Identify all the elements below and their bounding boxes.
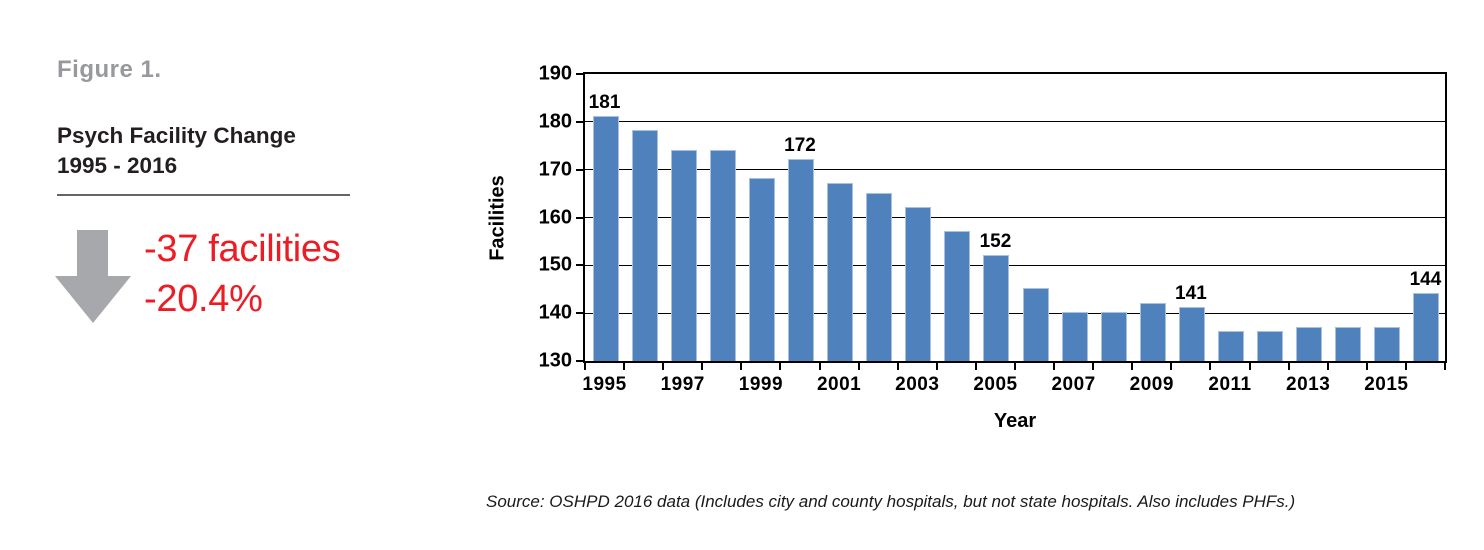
x-tick-label-1995: 1995 <box>582 374 627 395</box>
change-facilities-text: -37 facilities <box>144 228 341 270</box>
bar-2006 <box>1022 288 1049 361</box>
x-tick-22 <box>1444 363 1446 370</box>
bar-2010 <box>1178 307 1205 361</box>
gridline-180 <box>585 121 1445 123</box>
x-tick-1 <box>623 363 626 370</box>
x-tick-label-2007: 2007 <box>1051 374 1096 395</box>
x-tick-label-2009: 2009 <box>1129 374 1174 395</box>
gridline-170 <box>585 169 1445 171</box>
y-tick-label-180: 180 <box>538 110 572 133</box>
bar-2008 <box>1100 312 1127 361</box>
x-tick-4 <box>740 363 743 370</box>
bar-value-label-1995: 181 <box>588 92 621 114</box>
bar-2016 <box>1413 293 1440 361</box>
x-tick-2 <box>662 363 665 370</box>
bar-2014 <box>1335 326 1362 361</box>
y-tick-190 <box>576 73 583 75</box>
y-tick-160 <box>576 216 583 219</box>
x-tick-label-2011: 2011 <box>1208 374 1252 395</box>
x-tick-label-2003: 2003 <box>895 374 940 395</box>
y-tick-180 <box>576 120 583 123</box>
x-tick-label-2005: 2005 <box>973 374 1018 395</box>
bar-2003 <box>905 206 932 361</box>
x-tick-14 <box>1131 363 1134 370</box>
change-percent-text: -20.4% <box>144 278 263 320</box>
x-tick-20 <box>1365 363 1368 370</box>
bar-chart: Facilities 130 140 150 160 170 180 190 181 172 15… <box>487 63 1447 432</box>
plot-area: 130 140 150 160 170 180 190 181 172 152 141 144 1995… <box>539 63 1447 395</box>
bar-2001 <box>827 183 854 361</box>
y-tick-label-190: 190 <box>538 62 572 85</box>
bar-1996 <box>631 130 658 361</box>
x-tick-17 <box>1248 363 1251 370</box>
bar-2015 <box>1374 326 1401 361</box>
y-tick-170 <box>576 168 583 171</box>
figure-title-line1: Psych Facility Change <box>57 123 296 148</box>
bar-2013 <box>1296 326 1323 361</box>
y-tick-label-140: 140 <box>538 301 572 324</box>
y-tick-label-170: 170 <box>538 158 572 181</box>
x-tick-21 <box>1404 363 1407 370</box>
bar-2005 <box>983 254 1010 361</box>
figure-title: Psych Facility Change 1995 - 2016 <box>57 121 296 180</box>
x-tick-18 <box>1287 363 1290 370</box>
bar-value-label-2010: 141 <box>1175 283 1207 305</box>
change-callout: -37 facilities -20.4% <box>144 224 341 324</box>
bar-value-label-2005: 152 <box>979 230 1012 252</box>
down-arrow-shaft <box>77 230 108 278</box>
x-tick-16 <box>1209 363 1212 370</box>
x-axis-title: Year <box>993 410 1037 432</box>
x-tick-9 <box>935 363 938 370</box>
source-note: Source: OSHPD 2016 data (Includes city a… <box>486 492 1296 511</box>
y-tick-140 <box>576 312 583 315</box>
bar-2004 <box>944 230 971 361</box>
down-arrow-head <box>55 276 131 323</box>
bar-2002 <box>866 192 893 361</box>
x-tick-11 <box>1014 363 1016 370</box>
x-tick-12 <box>1053 363 1056 370</box>
bar-value-label-2000: 172 <box>784 135 816 157</box>
x-tick-10 <box>974 363 977 370</box>
figure-number-label: Figure 1. <box>57 56 162 83</box>
x-tick-label-2015: 2015 <box>1364 374 1409 395</box>
x-tick-label-1997: 1997 <box>660 374 705 395</box>
gridline-160 <box>585 217 1445 218</box>
x-tick-19 <box>1326 363 1329 370</box>
bar-1995 <box>592 116 619 361</box>
bar-2009 <box>1139 302 1166 361</box>
y-tick-label-160: 160 <box>538 206 572 228</box>
x-tick-15 <box>1170 363 1173 370</box>
bar-1999 <box>748 178 775 361</box>
gridline-140 <box>585 312 1445 314</box>
y-tick-150 <box>576 264 583 267</box>
title-divider-line <box>57 194 350 196</box>
x-tick-6 <box>818 363 821 370</box>
y-axis-title: Facilities <box>486 174 509 261</box>
bar-1998 <box>709 149 736 361</box>
bar-2011 <box>1218 331 1244 361</box>
gridline-150 <box>585 264 1445 266</box>
y-tick-label-150: 150 <box>538 253 572 276</box>
y-tick-130 <box>576 360 583 362</box>
figure-title-line2: 1995 - 2016 <box>57 152 178 178</box>
x-tick-label-1999: 1999 <box>738 374 784 395</box>
y-tick-label-130: 130 <box>538 349 572 372</box>
x-tick-0 <box>584 363 586 370</box>
x-tick-7 <box>857 363 860 370</box>
bar-2007 <box>1061 312 1088 361</box>
bar-value-label-2016: 144 <box>1409 269 1442 291</box>
bar-1997 <box>670 149 697 361</box>
x-tick-label-2013: 2013 <box>1286 374 1331 395</box>
x-tick-5 <box>779 363 782 370</box>
bar-2012 <box>1257 331 1284 361</box>
x-tick-label-2001: 2001 <box>816 374 862 395</box>
x-tick-8 <box>896 363 899 370</box>
bar-2000 <box>788 159 814 361</box>
x-tick-3 <box>701 363 704 370</box>
x-tick-13 <box>1092 363 1095 370</box>
down-arrow-icon <box>55 230 131 323</box>
